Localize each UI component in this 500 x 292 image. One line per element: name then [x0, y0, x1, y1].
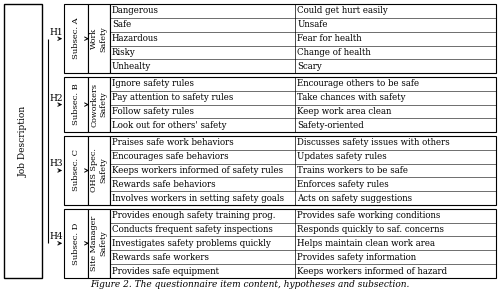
Text: Site Manager
Safety: Site Manager Safety — [90, 216, 108, 271]
Bar — [110, 136, 496, 205]
Text: Safety-oriented: Safety-oriented — [298, 121, 364, 130]
Text: Discusses safety issues with others: Discusses safety issues with others — [298, 138, 450, 147]
Text: Dangerous: Dangerous — [112, 6, 159, 15]
Text: Subsec. B: Subsec. B — [72, 84, 80, 126]
Text: Provides safety information: Provides safety information — [298, 253, 416, 262]
Bar — [88, 209, 110, 278]
Text: Unhealty: Unhealty — [112, 62, 151, 71]
Text: Responds quickly to saf. concerns: Responds quickly to saf. concerns — [298, 225, 444, 234]
Text: H3: H3 — [49, 159, 62, 168]
Text: Praises safe work behaviors: Praises safe work behaviors — [112, 138, 234, 147]
Text: Scary: Scary — [298, 62, 322, 71]
Text: Work
Safety: Work Safety — [90, 26, 108, 52]
Text: Keeps workers informed of hazard: Keeps workers informed of hazard — [298, 267, 448, 276]
Text: Risky: Risky — [112, 48, 136, 57]
Text: Fear for health: Fear for health — [298, 34, 362, 43]
Text: H2: H2 — [49, 93, 62, 102]
Text: Unsafe: Unsafe — [298, 20, 328, 29]
Text: Safe: Safe — [112, 20, 131, 29]
Bar — [64, 4, 88, 73]
Text: Encourages safe behaviors: Encourages safe behaviors — [112, 152, 228, 161]
Text: Subsec. D: Subsec. D — [72, 222, 80, 265]
Text: Involves workers in setting safety goals: Involves workers in setting safety goals — [112, 194, 284, 203]
Bar — [64, 77, 88, 132]
Text: Could get hurt easily: Could get hurt easily — [298, 6, 388, 15]
Text: Updates safety rules: Updates safety rules — [298, 152, 387, 161]
Text: Keeps workers informed of safety rules: Keeps workers informed of safety rules — [112, 166, 283, 175]
Bar — [110, 4, 496, 73]
Text: Pay attention to safety rules: Pay attention to safety rules — [112, 93, 234, 102]
Text: Provides safe working conditions: Provides safe working conditions — [298, 211, 440, 220]
Text: Conducts frequent safety inspections: Conducts frequent safety inspections — [112, 225, 273, 234]
Text: Coworkers
Safety: Coworkers Safety — [90, 83, 108, 126]
Bar — [88, 77, 110, 132]
Text: OHS Spec.
Safety: OHS Spec. Safety — [90, 149, 108, 192]
Text: Acts on safety suggestions: Acts on safety suggestions — [298, 194, 412, 203]
Text: Enforces safety rules: Enforces safety rules — [298, 180, 389, 189]
Text: Figure 2. The questionnaire item content, hypotheses and subsection.: Figure 2. The questionnaire item content… — [90, 280, 409, 289]
Bar — [64, 209, 88, 278]
Text: Helps maintain clean work area: Helps maintain clean work area — [298, 239, 436, 248]
Text: Job Description: Job Description — [18, 105, 28, 177]
Text: Look out for others' safety: Look out for others' safety — [112, 121, 226, 130]
Text: Encourage others to be safe: Encourage others to be safe — [298, 79, 420, 88]
Text: Ignore safety rules: Ignore safety rules — [112, 79, 194, 88]
Text: Change of health: Change of health — [298, 48, 371, 57]
Bar — [110, 209, 496, 278]
Bar — [64, 136, 88, 205]
Text: H4: H4 — [49, 232, 62, 241]
Bar — [88, 136, 110, 205]
Text: H1: H1 — [49, 28, 62, 37]
Text: Trains workers to be safe: Trains workers to be safe — [298, 166, 408, 175]
Text: Rewards safe behaviors: Rewards safe behaviors — [112, 180, 216, 189]
Bar — [4, 4, 42, 278]
Text: Investigates safety problems quickly: Investigates safety problems quickly — [112, 239, 271, 248]
Text: Provides enough safety training prog.: Provides enough safety training prog. — [112, 211, 276, 220]
Text: Keep work area clean: Keep work area clean — [298, 107, 392, 116]
Text: Provides safe equipment: Provides safe equipment — [112, 267, 219, 276]
Text: Take chances with safety: Take chances with safety — [298, 93, 406, 102]
Text: Subsec. A: Subsec. A — [72, 18, 80, 60]
Bar — [88, 4, 110, 73]
Text: Follow safety rules: Follow safety rules — [112, 107, 194, 116]
Text: Hazardous: Hazardous — [112, 34, 159, 43]
Bar — [110, 77, 496, 132]
Text: Subsec. C: Subsec. C — [72, 150, 80, 192]
Text: Rewards safe workers: Rewards safe workers — [112, 253, 209, 262]
